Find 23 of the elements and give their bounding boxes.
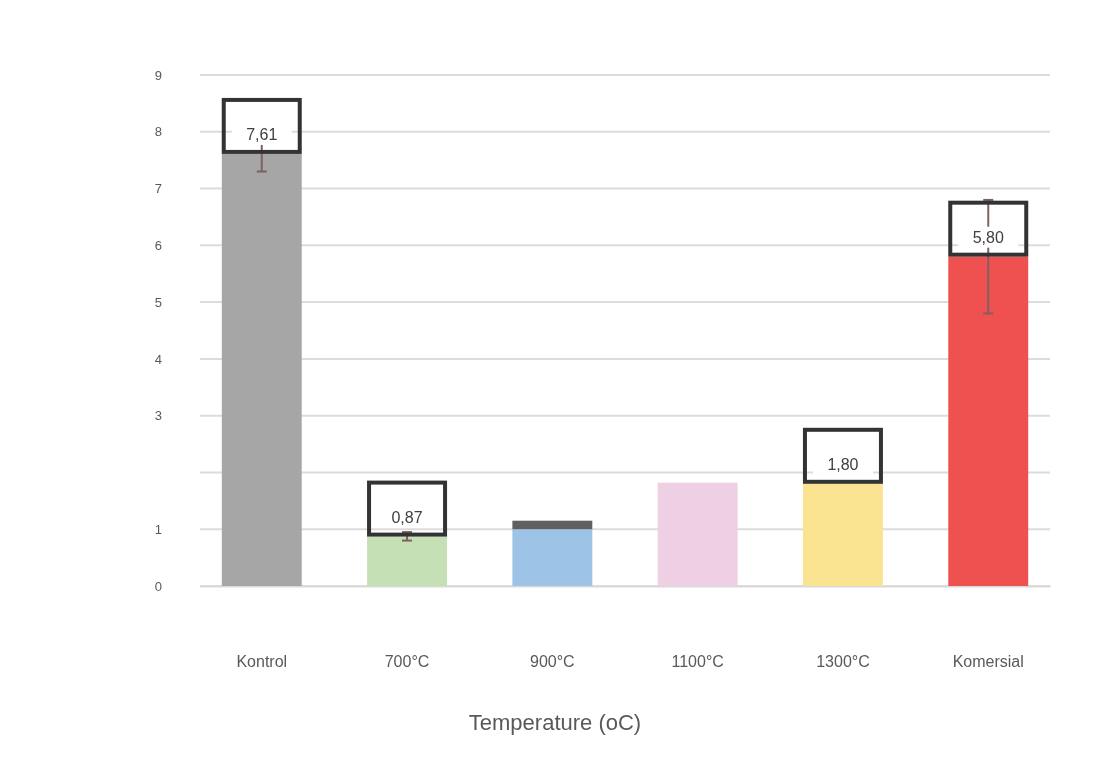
x-tick-label: Komersial: [952, 653, 1024, 671]
y-tick-label: 4: [154, 351, 162, 367]
data-label: 0,87: [391, 508, 423, 526]
bar: [512, 520, 593, 530]
y-tick-label: 1: [154, 521, 162, 537]
data-label: 5,80: [972, 228, 1004, 246]
x-tick-label: 700°C: [384, 653, 430, 671]
data-label: 1,80: [827, 455, 859, 473]
bar: [657, 482, 738, 586]
y-tick-label: 9: [154, 67, 162, 83]
y-tick-label: 3: [154, 408, 162, 424]
y-tick-label: 8: [154, 124, 162, 140]
y-tick-label: 6: [154, 237, 162, 253]
bar: [512, 529, 593, 586]
y-tick-label: 0: [154, 578, 162, 594]
x-axis-title: Temperature (oC): [468, 710, 642, 735]
x-tick-label: 900°C: [530, 653, 575, 671]
data-label: 7,61: [246, 125, 278, 143]
y-tick-label: 5: [154, 294, 162, 310]
x-tick-label: 1100°C: [671, 653, 724, 671]
x-tick-label: 1300°C: [816, 653, 870, 671]
y-tick-label: 7: [154, 181, 162, 197]
x-tick-label: Kontrol: [236, 653, 288, 671]
